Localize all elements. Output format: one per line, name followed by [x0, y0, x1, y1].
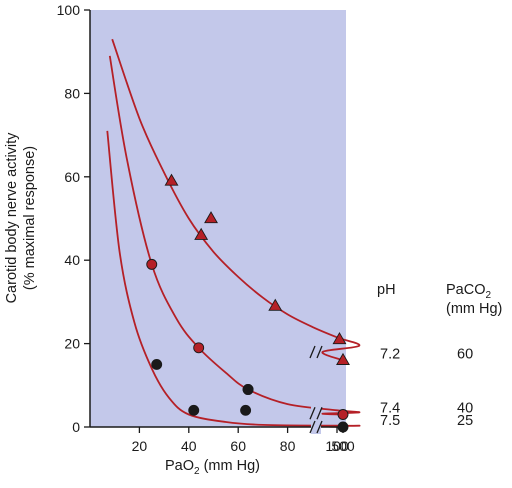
data-point-circle-ph-7.5 — [188, 404, 200, 416]
break-gap — [311, 420, 321, 434]
legend-paco2-unit: (mm Hg) — [446, 301, 502, 317]
x-tick-label: 60 — [230, 438, 246, 454]
data-point-triangle-ph-7.2 — [332, 332, 347, 345]
data-point-triangle-ph-7.2 — [194, 227, 209, 240]
x-tick-label: 100 — [325, 438, 349, 454]
legend-ph-value: 7.4 — [380, 400, 400, 416]
data-point-triangle-ph-7.2 — [164, 173, 179, 186]
y-axis-title-line2: (% maximal response) — [22, 146, 38, 290]
series-curve-ph-7.5 — [106, 130, 361, 428]
y-tick-label: 40 — [64, 252, 80, 268]
x-tick-label: 500 — [331, 438, 355, 454]
data-point-circle-ph-7.5 — [242, 384, 254, 395]
y-tick-label: 100 — [57, 2, 81, 18]
series-curve-ph-7.4 — [108, 55, 361, 416]
y-tick-label: 80 — [64, 85, 80, 101]
x-axis-title-subscript: 2 — [194, 466, 200, 477]
data-point-circle-ph-7.4 — [146, 258, 158, 270]
break-slash — [316, 420, 323, 434]
legend-paco2-value: 60 — [457, 346, 473, 362]
legend-paco2-header: PaCO2 — [446, 282, 492, 301]
break-slash — [309, 406, 316, 420]
y-tick-label: 0 — [72, 419, 80, 435]
legend-paco2-base: PaCO — [446, 282, 486, 298]
legend-paco2-value: 25 — [457, 413, 473, 429]
break-slash — [316, 406, 323, 420]
data-point-circle-ph-7.5 — [240, 404, 252, 416]
y-axis-ticks: 0 20 40 60 80 100 — [57, 2, 90, 435]
y-tick-label: 60 — [64, 169, 80, 185]
axis-break-marks — [309, 344, 323, 434]
x-tick-label: 40 — [181, 438, 197, 454]
data-point-triangle-ph-7.2 — [268, 298, 283, 311]
legend-ph-value: 7.5 — [380, 413, 400, 429]
legend-paco2-value: 40 — [457, 400, 473, 416]
break-gap — [311, 406, 321, 421]
legend-ph-header: pH — [377, 282, 396, 298]
break-slash — [309, 345, 316, 359]
break-slash — [316, 345, 323, 359]
y-tick-label: 20 — [64, 336, 80, 352]
x-tick-label: 20 — [132, 438, 148, 454]
response-curves — [106, 38, 361, 428]
legend-ph-value: 7.2 — [380, 346, 400, 362]
data-point-circle-ph-7.4 — [193, 342, 205, 354]
break-gap — [311, 344, 321, 359]
x-tick-label: 80 — [280, 438, 296, 454]
break-slash — [309, 420, 316, 434]
data-point-circle-ph-7.5 — [151, 359, 163, 370]
y-axis-title-line1: Carotid body nerve activity — [4, 132, 20, 304]
plot-background — [90, 10, 346, 427]
data-point-triangle-ph-7.2 — [204, 211, 218, 224]
data-markers — [146, 173, 350, 433]
data-point-circle-ph-7.4 — [337, 409, 349, 420]
legend-paco2-subscript: 2 — [486, 290, 492, 301]
x-axis-title: PaO2 (mm Hg) — [165, 458, 260, 477]
x-axis-title-unit: (mm Hg) — [200, 458, 260, 474]
x-axis-title-base: PaO — [165, 458, 194, 474]
legend-rows: 7.2 60 7.4 40 7.5 25 — [380, 346, 473, 429]
series-curve-ph-7.2 — [111, 38, 361, 362]
data-point-triangle-ph-7.2 — [336, 352, 350, 365]
